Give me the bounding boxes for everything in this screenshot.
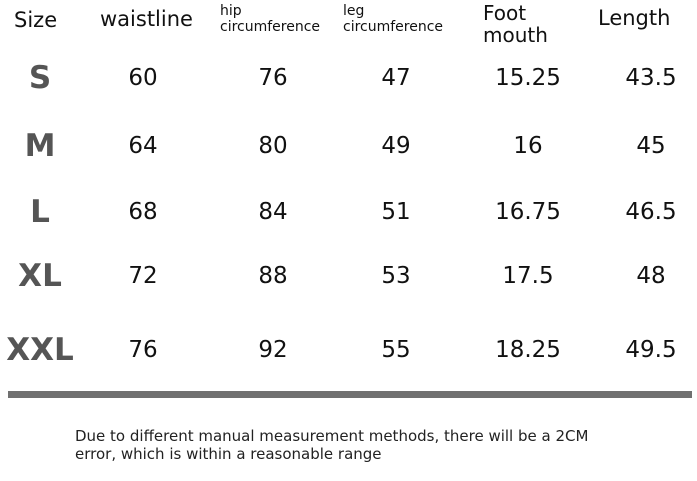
cell: 68 [128, 199, 158, 225]
size-label: M [24, 128, 56, 164]
cell: 55 [381, 337, 411, 363]
cell: 17.5 [502, 263, 554, 289]
cell: 47 [381, 65, 411, 91]
cell: 84 [258, 199, 288, 225]
size-label: XXL [6, 332, 74, 368]
cell: 16.75 [495, 199, 561, 225]
cell: 60 [128, 65, 158, 91]
cell: 49 [381, 133, 411, 159]
cell: 80 [258, 133, 288, 159]
header-cell: leg circumference [343, 3, 444, 35]
cell: 49.5 [625, 337, 677, 363]
cell: 76 [128, 337, 158, 363]
header-cell: waistline [100, 7, 193, 31]
size-label: XL [18, 258, 62, 294]
header-cell: Size [14, 8, 58, 32]
size-label: L [30, 194, 50, 230]
cell: 72 [128, 263, 158, 289]
cell: 18.25 [495, 337, 561, 363]
cell: 43.5 [625, 65, 677, 91]
divider [8, 391, 692, 398]
cell: 48 [636, 263, 666, 289]
size-label: S [28, 60, 52, 96]
cell: 51 [381, 199, 411, 225]
cell: 64 [128, 133, 158, 159]
cell: 45 [636, 133, 666, 159]
header-cell: Length [598, 6, 671, 30]
cell: 53 [381, 263, 411, 289]
header-cell: hip circumference [220, 3, 321, 35]
cell: 88 [258, 263, 288, 289]
cell: 92 [258, 337, 288, 363]
cell: 15.25 [495, 65, 561, 91]
note: Due to different manual measurement meth… [75, 427, 589, 463]
cell: 76 [258, 65, 288, 91]
cell: 46.5 [625, 199, 677, 225]
header-cell: Foot mouth [483, 1, 548, 47]
cell: 16 [513, 133, 543, 159]
